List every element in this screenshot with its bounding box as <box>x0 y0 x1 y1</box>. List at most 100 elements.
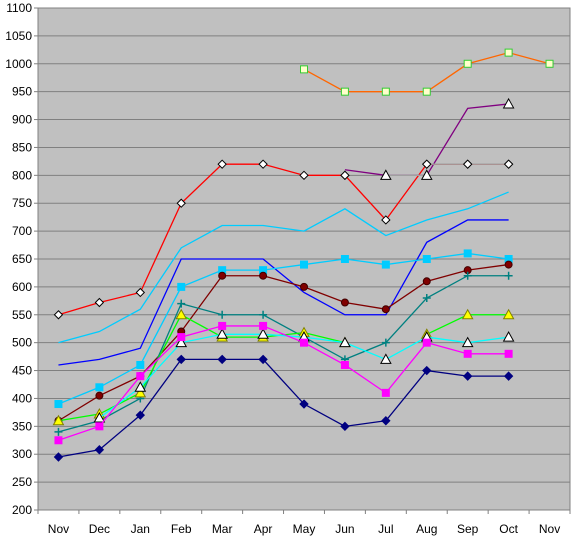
y-tick-label: 600 <box>12 280 32 294</box>
data-point <box>504 349 513 358</box>
data-point <box>258 159 268 169</box>
data-point <box>340 170 350 181</box>
y-tick-label: 650 <box>12 252 32 266</box>
data-point <box>381 87 390 96</box>
data-point <box>176 198 186 208</box>
data-point <box>95 422 104 431</box>
y-tick-label: 200 <box>12 503 32 517</box>
series-line <box>58 263 509 422</box>
series-10 <box>53 354 514 462</box>
data-point <box>379 169 392 180</box>
data-point <box>175 308 188 320</box>
data-point <box>53 310 64 320</box>
data-point <box>54 400 63 409</box>
data-point <box>381 416 391 426</box>
x-tick-label: Jan <box>131 522 150 536</box>
y-tick-label: 450 <box>12 364 32 378</box>
data-point <box>502 308 515 320</box>
y-tick-label: 550 <box>12 308 32 322</box>
y-tick-label: 950 <box>12 85 32 99</box>
data-point <box>422 338 431 347</box>
data-point <box>381 388 390 397</box>
x-tick-label: Mar <box>212 522 233 536</box>
data-point <box>339 336 351 348</box>
data-point <box>218 271 227 280</box>
data-point <box>462 159 473 169</box>
data-point <box>461 308 474 320</box>
series-14 <box>300 48 554 96</box>
data-point <box>52 414 65 426</box>
data-point <box>422 159 432 169</box>
y-tick-label: 700 <box>12 224 32 238</box>
data-point <box>381 338 390 347</box>
series-group <box>52 48 554 462</box>
data-point <box>340 421 350 432</box>
series-line <box>58 313 346 422</box>
data-point <box>422 277 431 286</box>
x-axis-ticks: Nov Dec Jan Feb Mar Apr May Jun Jul Aug Sep Oct Nov <box>37 510 571 536</box>
y-tick-label: 250 <box>12 475 32 489</box>
data-point <box>177 333 186 342</box>
series-3 <box>58 219 509 366</box>
data-point <box>381 260 390 269</box>
data-point <box>136 372 145 381</box>
data-point <box>422 294 431 303</box>
y-axis-ticks: 200 250 300 350 400 450 500 550 600 650 700 750 800 8… <box>5 1 38 517</box>
data-point <box>379 353 392 364</box>
data-point <box>134 386 147 398</box>
x-tick-label: Jul <box>378 522 393 536</box>
x-tick-label: May <box>293 522 316 536</box>
data-point <box>422 87 431 96</box>
data-point <box>300 282 308 291</box>
data-point <box>177 282 186 291</box>
data-point <box>463 349 472 358</box>
data-point <box>504 48 513 57</box>
data-point <box>135 410 146 420</box>
data-point <box>462 371 473 381</box>
data-point <box>216 328 229 339</box>
data-point <box>340 87 349 96</box>
data-point <box>94 297 105 308</box>
series-4 <box>54 249 513 409</box>
data-point <box>218 321 227 330</box>
x-tick-label: Feb <box>171 522 192 536</box>
y-tick-label: 300 <box>12 447 32 461</box>
data-point <box>420 169 433 180</box>
series-12 <box>340 159 514 181</box>
data-point <box>94 445 105 455</box>
series-line <box>58 358 509 458</box>
y-tick-label: 1100 <box>6 1 32 15</box>
y-tick-label: 1000 <box>5 57 32 71</box>
x-tick-label: Aug <box>416 522 437 536</box>
series-line <box>58 252 509 405</box>
series-line <box>58 325 509 441</box>
data-point <box>175 336 188 348</box>
x-tick-label: Oct <box>499 522 518 536</box>
x-tick-label: Sep <box>457 522 479 536</box>
y-tick-label: 800 <box>12 168 32 182</box>
data-point <box>54 427 63 436</box>
series-line <box>58 275 509 433</box>
data-point <box>502 97 515 109</box>
data-point <box>136 360 145 369</box>
data-point <box>259 321 268 330</box>
data-point <box>381 305 390 314</box>
data-point <box>300 260 308 269</box>
series-line <box>58 191 509 344</box>
data-point <box>217 159 227 169</box>
x-tick-label: Apr <box>254 522 273 536</box>
data-point <box>340 298 349 307</box>
data-point <box>503 371 514 381</box>
data-point <box>134 381 147 392</box>
y-tick-label: 1050 <box>5 29 32 43</box>
data-point <box>299 170 309 181</box>
data-point <box>300 65 308 74</box>
data-point <box>422 255 431 263</box>
x-tick-label: Nov <box>539 522 560 536</box>
data-point <box>381 215 391 225</box>
data-point <box>93 411 106 423</box>
data-point <box>504 271 513 280</box>
y-tick-label: 350 <box>12 419 32 433</box>
y-tick-label: 850 <box>12 140 32 154</box>
data-point <box>95 391 104 400</box>
